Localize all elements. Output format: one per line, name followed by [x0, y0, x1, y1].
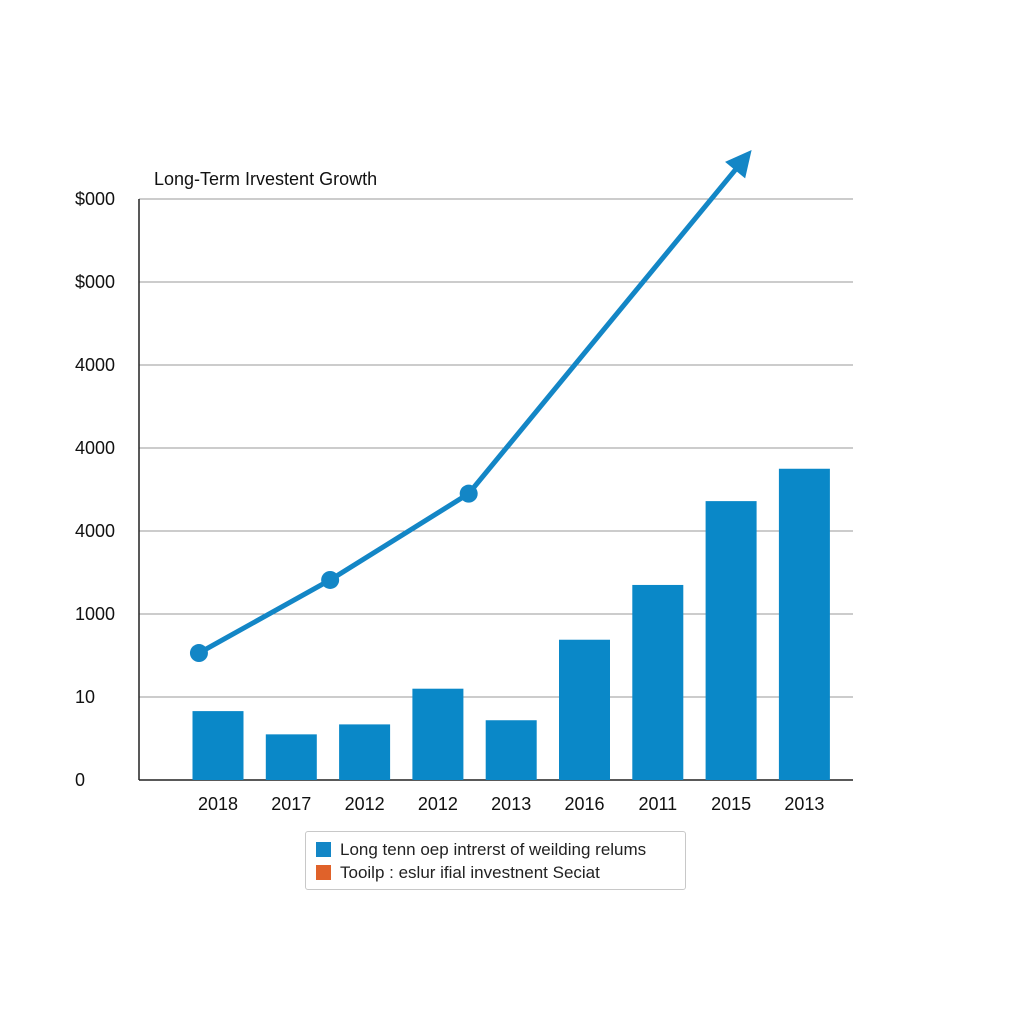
legend-entry: Tooilp : eslur ifial investnent Seciat	[316, 861, 675, 884]
bar	[632, 584, 684, 780]
legend-label: Tooilp : eslur ifial investnent Seciat	[340, 862, 600, 882]
x-tick-label: 2015	[711, 794, 751, 814]
x-tick-label: 2016	[564, 794, 604, 814]
legend: Long tenn oep intrerst of weilding relum…	[305, 831, 686, 890]
x-tick-label: 2013	[491, 794, 531, 814]
y-tick-label: $000	[75, 272, 115, 292]
legend-label: Long tenn oep intrerst of weilding relum…	[340, 839, 647, 859]
x-tick-label: 2013	[784, 794, 824, 814]
x-tick-label: 2017	[271, 794, 311, 814]
x-tick-label: 2018	[198, 794, 238, 814]
bar	[339, 724, 391, 780]
trend-point	[459, 484, 478, 503]
bar	[265, 734, 317, 780]
legend-swatch-orange	[316, 865, 331, 880]
y-tick-label: 4000	[75, 521, 115, 541]
y-tick-label: 4000	[75, 355, 115, 375]
legend-swatch-blue	[316, 842, 331, 857]
x-tick-label: 2012	[345, 794, 385, 814]
trend-point	[321, 570, 340, 589]
y-tick-label: 10	[75, 687, 95, 707]
y-tick-label: 4000	[75, 438, 115, 458]
x-tick-label: 2011	[638, 794, 677, 814]
trend-line	[197, 162, 743, 656]
trend-arrowhead	[725, 150, 752, 179]
y-tick-label: 1000	[75, 604, 115, 624]
y-tick-label: 0	[75, 770, 85, 790]
bar	[192, 711, 244, 780]
bar	[778, 468, 830, 780]
bar	[559, 639, 610, 780]
bar	[705, 501, 757, 780]
trend-point	[189, 644, 208, 663]
bar	[412, 688, 464, 780]
chart-title: Long-Term Irvestent Growth	[154, 169, 377, 189]
bar	[485, 720, 537, 780]
legend-entry: Long tenn oep intrerst of weilding relum…	[316, 838, 675, 861]
y-tick-label: $000	[75, 189, 115, 209]
x-tick-label: 2012	[418, 794, 458, 814]
